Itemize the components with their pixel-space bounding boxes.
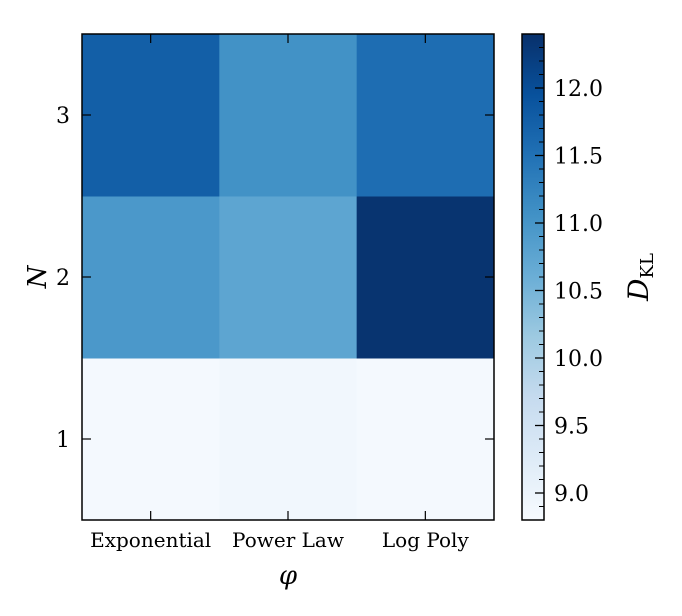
heatmap-cells (82, 34, 495, 521)
colorbar-tick-label: 11.0 (554, 212, 603, 237)
colorbar-label: DKL (622, 253, 658, 302)
colorbar-label-main: D (622, 278, 655, 301)
heatmap-cell (356, 34, 495, 197)
colorbar-label-subscript: KL (637, 253, 658, 278)
heatmap-cell (219, 358, 358, 521)
x-tick-labels: Exponential Power Law Log Poly (90, 528, 469, 552)
heatmap-cell (356, 196, 495, 359)
colorbar-tick-label: 10.0 (554, 347, 603, 372)
heatmap-cell (219, 34, 358, 197)
x-tick-label: Exponential (90, 528, 211, 552)
y-tick-labels: 1 2 3 (56, 104, 70, 453)
colorbar-tick-label: 12.0 (554, 77, 603, 102)
colorbar-tick-label: 9.0 (554, 482, 589, 507)
heatmap-cell (219, 196, 358, 359)
x-axis-label: φ (279, 561, 298, 591)
heatmap-cell (82, 358, 220, 521)
heatmap-cell (82, 196, 220, 359)
x-tick-label: Log Poly (382, 528, 470, 552)
y-tick-label: 3 (56, 104, 70, 129)
colorbar-tick-label: 11.5 (554, 145, 603, 170)
y-axis-label: N (23, 264, 53, 289)
y-tick-label: 1 (56, 428, 70, 453)
axis-ticks (82, 34, 494, 520)
colorbar-tick-label: 9.5 (554, 415, 589, 440)
colorbar-tick-label: 10.5 (554, 280, 603, 305)
x-tick-label: Power Law (232, 528, 344, 552)
colorbar-tick-labels: 9.0 9.5 10.0 10.5 11.0 11.5 12.0 (554, 77, 603, 507)
heatmap-cell (356, 358, 495, 521)
colorbar-ticks (535, 33, 544, 521)
y-tick-label: 2 (56, 266, 70, 291)
heatmap-cell (82, 34, 220, 197)
